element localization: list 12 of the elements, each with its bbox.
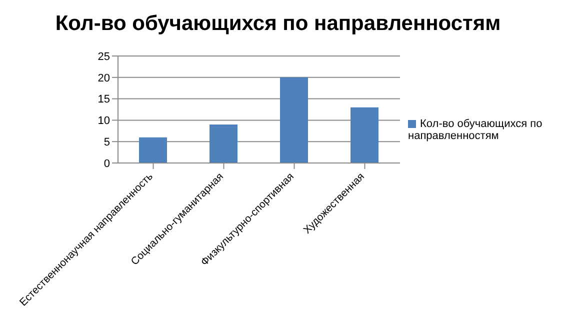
bar <box>280 77 308 163</box>
y-tick-label: 20 <box>98 72 110 84</box>
chart-title: Кол-во обучающихся по направленностям <box>54 11 502 37</box>
bar <box>139 137 167 163</box>
y-tick-label: 10 <box>98 115 110 128</box>
y-tick-label: 5 <box>104 136 110 149</box>
legend-label: Кол-во обучающихся по направленностям <box>408 118 542 142</box>
y-tick-label: 25 <box>98 50 110 63</box>
bar <box>210 124 238 163</box>
bar <box>350 107 378 163</box>
y-tick-label: 15 <box>98 94 110 106</box>
y-tick-label: 0 <box>104 158 110 170</box>
